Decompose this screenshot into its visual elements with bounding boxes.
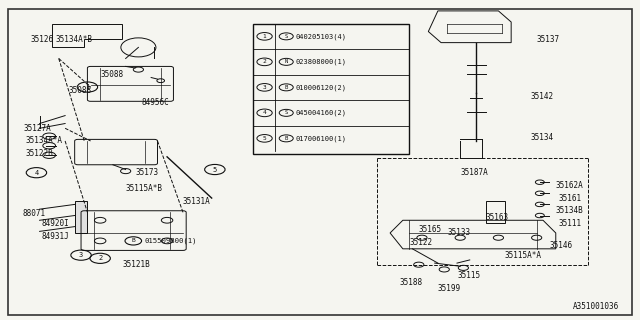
Text: 35162A: 35162A <box>556 181 584 190</box>
Text: 35122: 35122 <box>409 238 433 247</box>
Text: 1: 1 <box>85 84 90 90</box>
Text: 35126: 35126 <box>30 35 53 44</box>
Bar <box>75 201 88 233</box>
Bar <box>253 24 409 154</box>
Text: 3: 3 <box>262 85 266 90</box>
Text: 35115A*B: 35115A*B <box>125 184 163 193</box>
Text: 35088: 35088 <box>100 70 124 79</box>
Text: 2: 2 <box>262 59 266 64</box>
Text: B: B <box>131 238 135 244</box>
Text: 4: 4 <box>35 170 38 176</box>
Text: 015509800(1): 015509800(1) <box>145 238 197 244</box>
Text: 35199: 35199 <box>438 284 461 293</box>
Text: 35173: 35173 <box>135 168 158 177</box>
Text: 5: 5 <box>212 166 217 172</box>
Text: 35122B: 35122B <box>26 149 53 158</box>
Text: 35188: 35188 <box>399 278 423 287</box>
Text: 35115: 35115 <box>457 271 480 280</box>
Text: 84956C: 84956C <box>141 99 170 108</box>
Text: 5: 5 <box>262 136 266 141</box>
Text: 35115A*A: 35115A*A <box>505 251 542 260</box>
Text: 35134A*B: 35134A*B <box>56 35 93 44</box>
Text: B: B <box>285 136 288 141</box>
Text: 88071: 88071 <box>22 209 45 219</box>
Text: 35088: 35088 <box>68 86 92 95</box>
Text: 35131A: 35131A <box>183 197 211 206</box>
Text: 35133: 35133 <box>447 228 470 237</box>
Text: 35146: 35146 <box>549 241 573 250</box>
Text: S: S <box>285 110 288 115</box>
Text: 4: 4 <box>262 110 266 115</box>
Text: A351001036: A351001036 <box>573 302 620 311</box>
Text: 84920I: 84920I <box>42 219 69 228</box>
Text: 017006100(1): 017006100(1) <box>296 135 347 142</box>
Text: 35165: 35165 <box>419 225 442 234</box>
Bar <box>486 201 505 223</box>
Text: 35121B: 35121B <box>122 260 150 269</box>
Text: N: N <box>285 59 288 64</box>
Text: 023808000(1): 023808000(1) <box>296 59 347 65</box>
Text: 35187A: 35187A <box>460 168 488 177</box>
Text: 1: 1 <box>262 34 266 39</box>
Text: 35134: 35134 <box>531 133 554 142</box>
Text: S: S <box>285 34 288 39</box>
Text: B: B <box>285 85 288 90</box>
Text: 040205103(4): 040205103(4) <box>296 33 347 40</box>
Text: 35163: 35163 <box>486 212 509 222</box>
Text: 010006120(2): 010006120(2) <box>296 84 347 91</box>
Text: 35134B: 35134B <box>556 206 584 215</box>
Text: 35134A*A: 35134A*A <box>26 136 63 146</box>
Text: 84931J: 84931J <box>42 232 69 241</box>
Text: 35142: 35142 <box>531 92 554 101</box>
Text: 2: 2 <box>98 255 102 261</box>
Text: 045004160(2): 045004160(2) <box>296 110 347 116</box>
Text: 3: 3 <box>79 252 83 258</box>
Text: 35137: 35137 <box>537 35 560 44</box>
Text: 35127A: 35127A <box>24 124 51 133</box>
Text: 35161: 35161 <box>559 194 582 203</box>
Text: 35111: 35111 <box>559 219 582 228</box>
